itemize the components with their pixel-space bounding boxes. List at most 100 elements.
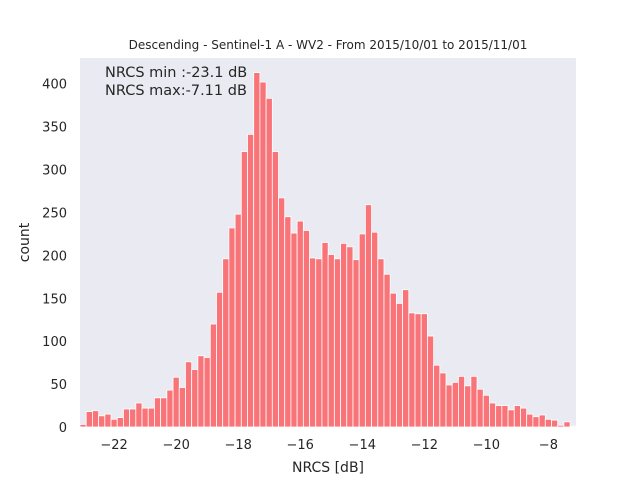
- histogram-bar: [110, 418, 118, 428]
- histogram-bar: [265, 97, 273, 428]
- histogram-bar: [166, 389, 174, 428]
- histogram-bar: [197, 355, 205, 428]
- histogram-bar: [513, 405, 521, 428]
- histogram-bar: [104, 413, 112, 428]
- histogram-bar: [414, 313, 422, 428]
- histogram-bar: [569, 425, 577, 428]
- histogram-bar: [240, 151, 248, 428]
- y-tick-label: 100: [42, 335, 67, 350]
- y-tick-label: 350: [42, 121, 67, 136]
- histogram-bar: [321, 242, 329, 428]
- histogram-bar: [507, 409, 515, 428]
- histogram-bar: [296, 220, 304, 428]
- histogram-bar: [476, 388, 484, 428]
- histogram-bar: [309, 257, 317, 428]
- y-tick-label: 300: [42, 164, 67, 179]
- histogram-bar: [538, 414, 546, 428]
- x-tick-label: −20: [162, 438, 189, 453]
- histogram-bar: [247, 133, 255, 428]
- histogram-bar: [532, 416, 540, 428]
- histogram-bar: [284, 216, 292, 428]
- histogram-bar: [408, 312, 416, 428]
- histogram-bar: [395, 303, 403, 428]
- histogram-bar: [333, 258, 341, 428]
- histogram-bar: [98, 415, 106, 428]
- histogram-bar: [271, 151, 279, 428]
- histogram-bar: [327, 254, 335, 428]
- y-tick-label: 0: [59, 421, 67, 436]
- histogram-bar: [352, 259, 360, 428]
- histogram-bar: [129, 408, 137, 428]
- histogram-bar: [209, 323, 217, 428]
- histogram-bar: [315, 258, 323, 428]
- histogram-bar: [439, 372, 447, 428]
- nrcs-min-annotation: NRCS min :-23.1 dB: [105, 65, 247, 81]
- histogram-bar: [79, 424, 87, 428]
- x-tick-label: −12: [411, 438, 438, 453]
- histogram-bars: [79, 72, 577, 428]
- histogram-bar: [427, 335, 435, 428]
- histogram-bar: [116, 417, 124, 428]
- histogram-bar: [358, 233, 366, 428]
- histogram-bar: [172, 376, 180, 428]
- histogram-bar: [154, 397, 162, 428]
- histogram-bar: [278, 197, 286, 428]
- histogram-bar: [253, 72, 261, 428]
- histogram-bar: [92, 410, 100, 428]
- x-tick-label: −18: [224, 438, 251, 453]
- histogram-bar: [402, 289, 410, 428]
- histogram-bar: [346, 246, 354, 428]
- y-axis-ticks: 0 50 100 150 200 250 300 350 400: [42, 78, 67, 436]
- histogram-bar: [489, 402, 497, 428]
- y-tick-label: 400: [42, 78, 67, 93]
- chart-title: Descending - Sentinel-1 A - WV2 - From 2…: [129, 38, 528, 52]
- histogram-bar: [445, 384, 453, 428]
- histogram-bar: [141, 407, 149, 428]
- x-axis-ticks: −22 −20 −18 −16 −14 −12 −10 −8: [100, 438, 558, 453]
- histogram-bar: [123, 408, 131, 428]
- histogram-bar: [501, 405, 509, 428]
- histogram-bar: [495, 405, 503, 428]
- y-tick-label: 50: [50, 378, 67, 393]
- histogram-bar: [222, 258, 230, 428]
- y-tick-label: 150: [42, 292, 67, 307]
- histogram-bar: [520, 407, 528, 428]
- histogram-bar: [383, 273, 391, 428]
- x-tick-label: −10: [473, 438, 500, 453]
- histogram-bar: [377, 258, 385, 428]
- histogram-bar: [526, 413, 534, 428]
- x-tick-label: −14: [349, 438, 376, 453]
- histogram-bar: [470, 375, 478, 428]
- histogram-bar: [85, 411, 93, 428]
- histogram-bar: [389, 292, 397, 428]
- histogram-bar: [147, 407, 155, 428]
- histogram-bar: [160, 397, 168, 428]
- histogram-bar: [563, 421, 571, 428]
- histogram-bar: [458, 375, 466, 428]
- nrcs-max-annotation: NRCS max:-7.11 dB: [105, 83, 247, 99]
- histogram-bar: [420, 313, 428, 428]
- histogram-bar: [135, 402, 143, 428]
- x-tick-label: −16: [287, 438, 314, 453]
- histogram-bar: [185, 361, 193, 428]
- y-tick-label: 200: [42, 249, 67, 264]
- histogram-bar: [544, 418, 552, 428]
- y-tick-label: 250: [42, 206, 67, 221]
- histogram-bar: [557, 424, 565, 428]
- histogram-bar: [203, 357, 211, 428]
- histogram-bar: [234, 213, 242, 428]
- histogram-bar: [302, 230, 310, 428]
- histogram-bar: [551, 419, 559, 428]
- histogram-bar: [228, 227, 236, 428]
- histogram-bar: [482, 394, 490, 428]
- histogram-bar: [433, 364, 441, 428]
- x-axis-label: NRCS [dB]: [292, 460, 364, 476]
- y-axis-label: count: [17, 222, 33, 262]
- histogram-bar: [364, 204, 372, 428]
- x-tick-label: −22: [100, 438, 127, 453]
- histogram-bar: [464, 385, 472, 428]
- histogram-bar: [371, 231, 379, 428]
- histogram-bar: [340, 242, 348, 428]
- x-tick-label: −8: [539, 438, 558, 453]
